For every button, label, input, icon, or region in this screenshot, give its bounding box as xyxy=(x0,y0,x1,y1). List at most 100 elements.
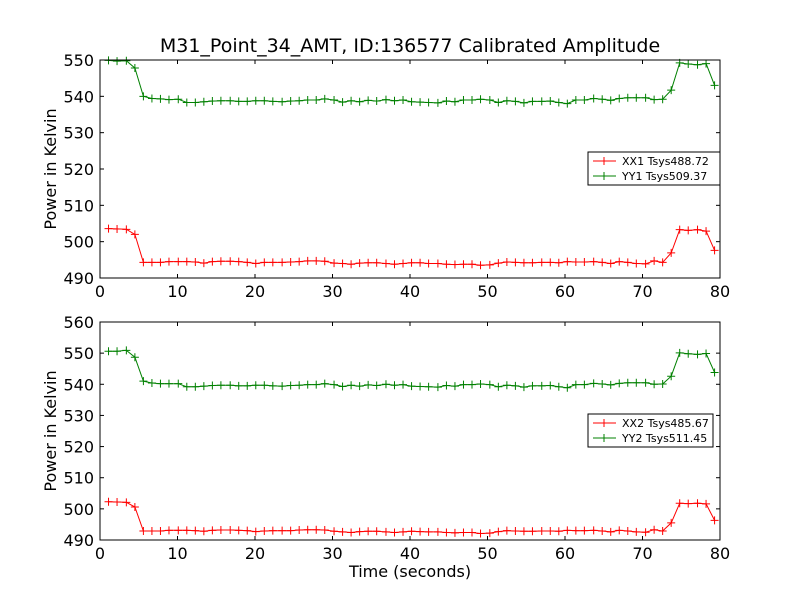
data-point-marker xyxy=(658,258,667,267)
data-point-marker xyxy=(390,96,399,105)
data-point-marker xyxy=(330,527,339,536)
data-point-marker xyxy=(234,381,243,390)
data-point-marker xyxy=(632,259,641,268)
data-point-marker xyxy=(485,380,494,389)
data-point-marker xyxy=(571,380,580,389)
data-point-marker xyxy=(407,97,416,106)
data-point-marker xyxy=(364,258,373,267)
data-point-marker xyxy=(675,348,684,357)
data-point-marker xyxy=(226,526,235,535)
data-point-marker xyxy=(502,381,511,390)
plot-frame xyxy=(99,321,721,541)
data-point-marker xyxy=(554,98,563,107)
data-point-marker xyxy=(632,93,641,102)
data-point-marker xyxy=(191,526,200,535)
y-tick-label: 510 xyxy=(63,469,94,488)
data-point-marker xyxy=(450,260,459,269)
data-point-marker xyxy=(338,527,347,536)
data-point-marker xyxy=(174,95,183,104)
top-plot-panel: 0 10 20 30 40 50 60 70 80 490 500 510 520 530 540 550 Po… xyxy=(41,51,730,301)
data-point-marker xyxy=(312,256,321,265)
data-point-marker xyxy=(485,95,494,104)
data-point-marker xyxy=(580,258,589,267)
data-point-marker xyxy=(528,97,537,106)
data-point-marker xyxy=(416,98,425,107)
data-point-marker xyxy=(234,97,243,106)
data-point-marker xyxy=(459,380,468,389)
data-point-marker xyxy=(606,380,615,389)
data-point-marker xyxy=(546,97,555,106)
data-point-marker xyxy=(295,96,304,105)
data-point-marker xyxy=(260,526,269,535)
y-tick-label: 540 xyxy=(63,375,94,394)
data-point-marker xyxy=(416,527,425,536)
data-point-marker xyxy=(684,499,693,508)
data-point-marker xyxy=(519,383,528,392)
data-point-marker xyxy=(390,528,399,537)
data-point-marker xyxy=(684,349,693,358)
data-point-marker xyxy=(347,96,356,105)
data-point-marker xyxy=(494,382,503,391)
y-tick-label: 490 xyxy=(63,269,94,288)
data-point-marker xyxy=(632,527,641,536)
data-point-marker xyxy=(407,258,416,267)
chart-title: M31_Point_34_AMT, ID:136577 Calibrated A… xyxy=(160,35,660,57)
data-point-marker xyxy=(268,526,277,535)
data-point-marker xyxy=(580,95,589,104)
data-point-marker xyxy=(303,380,312,389)
data-point-marker xyxy=(563,257,572,266)
x-tick-label: 0 xyxy=(95,282,105,301)
x-tick-label: 50 xyxy=(477,282,497,301)
data-point-marker xyxy=(407,527,416,536)
data-point-marker xyxy=(589,379,598,388)
data-point-marker xyxy=(450,382,459,391)
data-point-marker xyxy=(130,353,139,362)
data-point-marker xyxy=(442,381,451,390)
data-point-marker xyxy=(164,379,173,388)
data-point-marker xyxy=(130,230,139,239)
data-point-marker xyxy=(260,381,269,390)
data-point-marker xyxy=(424,259,433,268)
data-point-marker xyxy=(320,379,329,388)
data-point-marker xyxy=(468,95,476,104)
y-tick-label: 550 xyxy=(63,344,94,363)
data-point-marker xyxy=(615,379,624,388)
data-point-marker xyxy=(208,526,217,535)
data-point-marker xyxy=(122,56,131,65)
data-point-marker xyxy=(174,379,183,388)
bottom-plot-panel: 0 10 20 30 40 50 60 70 80 490 500 510 520 530 540 550 56… xyxy=(41,313,730,581)
data-point-marker xyxy=(684,59,693,68)
data-point-marker xyxy=(546,381,555,390)
data-point-marker xyxy=(502,258,511,267)
data-point-marker xyxy=(113,224,122,233)
y-tick-label: 510 xyxy=(63,196,94,215)
data-point-marker xyxy=(251,259,260,268)
data-point-marker xyxy=(113,498,122,507)
data-point-marker xyxy=(312,525,321,534)
y-tick-label: 520 xyxy=(63,438,94,457)
legend-entry-label: XX1 Tsys488.72 xyxy=(622,155,709,168)
data-point-marker xyxy=(243,258,252,267)
data-point-marker xyxy=(598,526,607,535)
data-point-marker xyxy=(390,381,399,390)
data-point-marker xyxy=(399,259,408,268)
y-tick-label: 550 xyxy=(63,51,94,70)
data-point-marker xyxy=(468,260,476,269)
data-point-marker xyxy=(433,98,442,107)
data-point-marker xyxy=(399,95,408,104)
data-point-marker xyxy=(528,258,537,267)
data-point-marker xyxy=(693,350,702,359)
data-point-marker xyxy=(372,97,381,106)
data-point-marker xyxy=(598,379,607,388)
data-point-marker xyxy=(278,258,287,267)
data-point-marker xyxy=(216,96,225,105)
data-point-marker xyxy=(658,95,667,104)
data-point-marker xyxy=(641,93,650,102)
data-point-marker xyxy=(338,259,347,268)
data-point-marker xyxy=(104,497,113,506)
data-point-marker xyxy=(122,346,131,355)
data-point-marker xyxy=(416,258,425,267)
data-point-marker xyxy=(295,526,304,535)
data-point-marker xyxy=(433,259,442,268)
data-point-marker xyxy=(615,94,624,103)
